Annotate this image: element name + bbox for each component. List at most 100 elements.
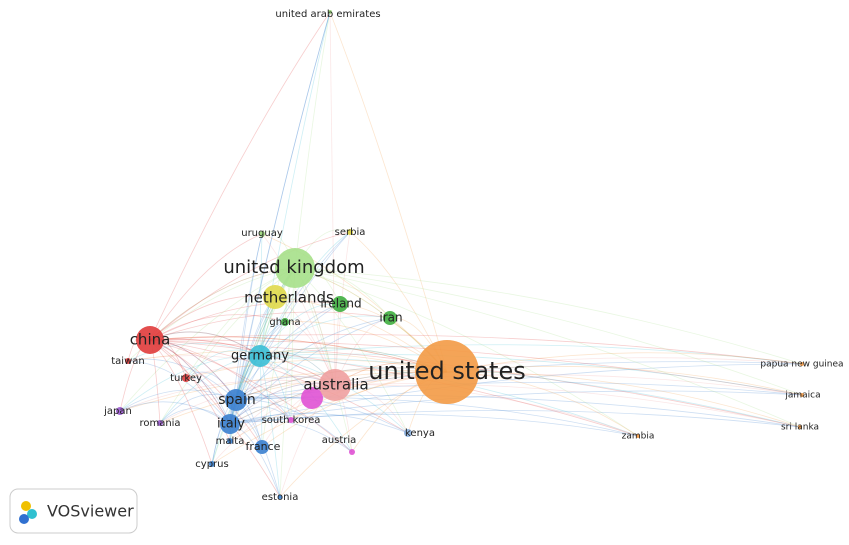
node-label: netherlands <box>244 289 334 307</box>
node <box>301 387 323 409</box>
logo-icon <box>19 514 29 524</box>
node <box>328 10 332 14</box>
logo-text: VOSviewer <box>47 502 134 521</box>
edge <box>185 359 448 379</box>
edge <box>185 376 231 425</box>
edge <box>149 339 353 453</box>
edge <box>259 344 803 365</box>
edge <box>149 339 409 434</box>
edge <box>229 410 801 428</box>
edge <box>259 315 391 357</box>
edge <box>294 267 803 396</box>
edge <box>119 369 448 412</box>
edge <box>127 350 448 373</box>
node <box>136 326 164 354</box>
edge <box>119 379 336 412</box>
edge <box>127 343 261 362</box>
node <box>347 229 353 235</box>
node-label: italy <box>217 417 245 432</box>
node <box>636 434 640 438</box>
edge <box>334 383 801 428</box>
edge <box>149 338 336 386</box>
edge <box>159 267 296 424</box>
logo-icon <box>27 509 37 519</box>
node-label: south korea <box>262 415 321 426</box>
edge <box>259 303 341 357</box>
edge <box>149 295 276 341</box>
edge <box>334 357 803 386</box>
edge <box>229 414 639 437</box>
edge <box>149 339 263 448</box>
node-label: jamaica <box>784 391 820 401</box>
edge <box>235 397 639 437</box>
logo-box <box>9 488 138 534</box>
node <box>275 248 315 288</box>
edge <box>149 233 263 341</box>
node-label: austria <box>322 435 357 446</box>
logo[interactable]: VOSviewer <box>9 488 138 534</box>
edge <box>259 233 263 357</box>
node-label: serbia <box>335 227 366 238</box>
edge <box>149 339 292 421</box>
node <box>182 374 190 382</box>
edge <box>259 355 801 428</box>
edge <box>294 11 331 269</box>
node <box>209 461 215 467</box>
edge <box>119 401 231 425</box>
edge <box>149 339 803 396</box>
node-label: estonia <box>262 492 299 503</box>
edge <box>235 11 331 401</box>
node-label: zambia <box>622 432 655 442</box>
node-label: ireland <box>320 297 361 311</box>
edge <box>229 412 409 434</box>
edge <box>149 334 803 365</box>
edge <box>446 352 803 373</box>
edge <box>229 390 803 425</box>
edge <box>159 355 261 424</box>
edge <box>149 231 351 341</box>
node-label: malta <box>216 436 245 447</box>
node-label: spain <box>218 392 256 408</box>
node <box>332 296 348 312</box>
node <box>383 311 397 325</box>
edge <box>279 267 296 498</box>
edge <box>334 384 639 437</box>
node <box>220 414 240 434</box>
edge <box>119 389 237 412</box>
edge <box>149 11 331 341</box>
edge <box>235 231 351 401</box>
edge <box>159 371 448 424</box>
edge <box>446 365 803 396</box>
node-label: papua new guinea <box>760 360 843 370</box>
node <box>798 425 802 429</box>
edge <box>329 11 336 386</box>
node-label: united states <box>368 357 525 385</box>
node <box>404 429 412 437</box>
edge <box>119 355 261 412</box>
edge <box>149 338 336 386</box>
node-label: france <box>246 440 281 453</box>
edge <box>334 374 803 396</box>
node-label: united arab emirates <box>275 9 380 20</box>
edge <box>127 360 231 425</box>
logo-icon <box>21 501 31 511</box>
node <box>281 318 289 326</box>
edge <box>127 355 336 386</box>
node-label: sri lanka <box>781 423 819 433</box>
edge <box>235 233 263 401</box>
edge <box>119 267 296 412</box>
edge <box>149 336 448 373</box>
edge <box>329 11 448 373</box>
node <box>125 358 131 364</box>
node <box>259 231 265 237</box>
edge <box>229 231 351 425</box>
nodes <box>116 10 804 499</box>
labels: united arab emirates uruguay serbia united … <box>103 9 843 503</box>
edge <box>127 358 237 401</box>
node <box>800 362 804 366</box>
edge <box>259 353 803 396</box>
node <box>255 440 269 454</box>
node-label: turkey <box>170 373 202 384</box>
node <box>116 407 124 415</box>
